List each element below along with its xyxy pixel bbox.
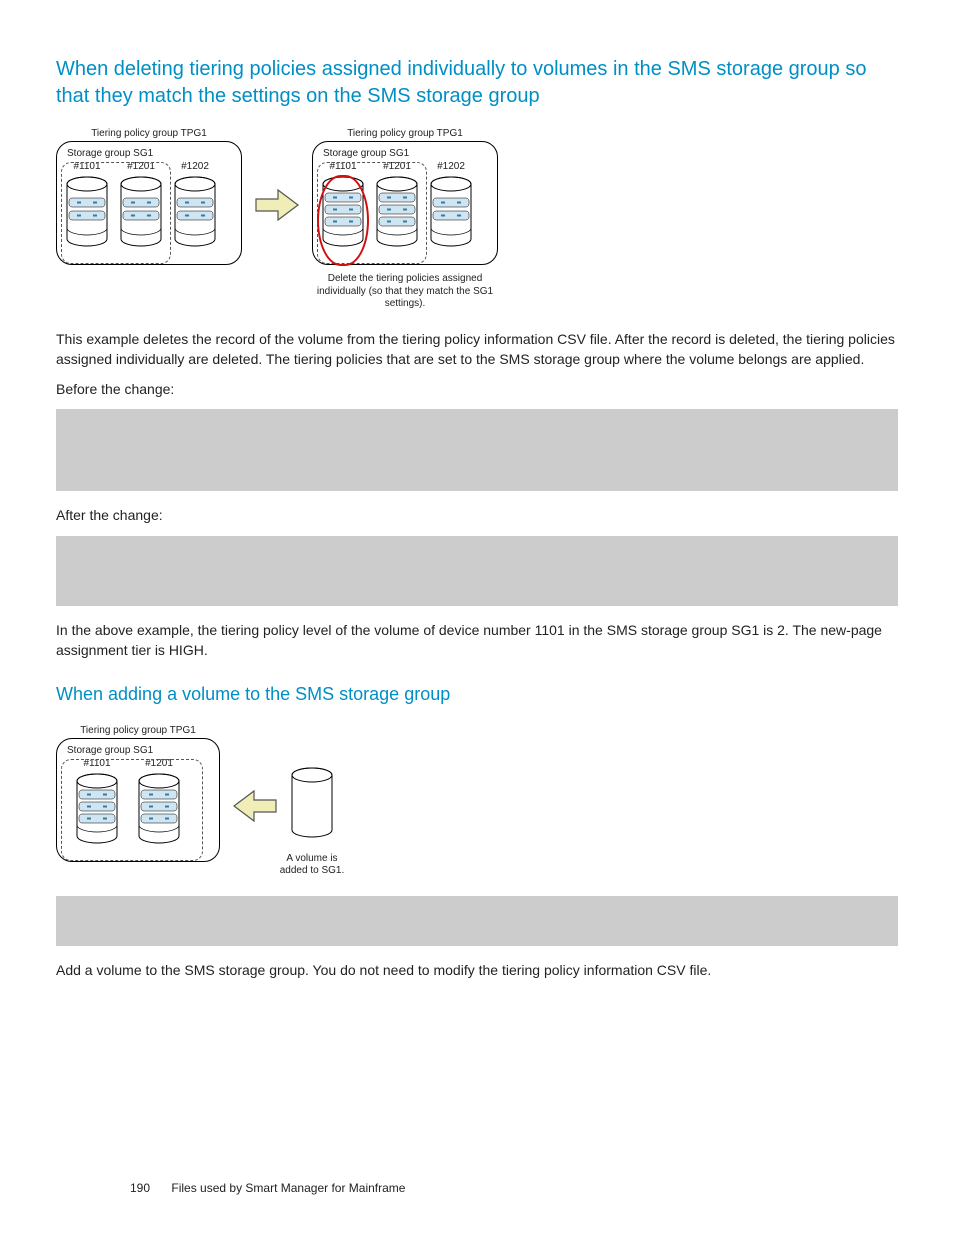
heading-delete-policies: When deleting tiering policies assigned … (56, 56, 898, 110)
volume: #1101 (65, 162, 109, 254)
cylinder-icon (429, 176, 473, 254)
volume-row: #1101 #1201 (65, 162, 233, 254)
cylinder-icon (65, 176, 109, 254)
figure-caption: Delete the tiering policies assigned ind… (313, 273, 497, 311)
code-placeholder-box (56, 409, 898, 491)
figure-add-volume: Tiering policy group TPG1 Storage group … (56, 725, 898, 878)
volume-number: #1101 (73, 162, 100, 172)
volume-number: #1101 (329, 162, 356, 172)
volume-number: #1202 (181, 162, 209, 172)
tpg-frame: Storage group SG1 #1101 (56, 141, 242, 265)
code-placeholder-box (56, 536, 898, 606)
tpg-label: Tiering policy group TPG1 (312, 128, 498, 139)
code-placeholder-box (56, 896, 898, 946)
paragraph: This example deletes the record of the v… (56, 329, 898, 370)
before-change-label: Before the change: (56, 379, 898, 399)
cylinder-icon (75, 773, 119, 851)
figure2-new-volume: A volume is added to SG1. (290, 767, 352, 878)
page-number: 190 (130, 1181, 150, 1195)
sg-label: Storage group SG1 (323, 148, 489, 159)
paragraph: Add a volume to the SMS storage group. Y… (56, 960, 898, 980)
after-change-label: After the change: (56, 505, 898, 525)
footer-section-title: Files used by Smart Manager for Mainfram… (171, 1181, 405, 1195)
volume: #1201 (137, 759, 181, 851)
volume: #1201 (119, 162, 163, 254)
tpg-label: Tiering policy group TPG1 (56, 725, 220, 736)
volume: #1202 (173, 162, 217, 254)
volume: #1101 (321, 162, 365, 254)
arrow-left-icon (232, 783, 278, 829)
cylinder-icon (119, 176, 163, 254)
figure-delete-policies: Tiering policy group TPG1 Storage group … (56, 128, 898, 311)
volume-row: #1101 (65, 759, 211, 851)
figure2-panel: Tiering policy group TPG1 Storage group … (56, 725, 220, 862)
heading-add-volume: When adding a volume to the SMS storage … (56, 682, 898, 706)
volume: #1201 (375, 162, 419, 254)
tpg-frame: Storage group SG1 #1101 (312, 141, 498, 265)
volume-number: #1101 (83, 759, 110, 769)
tpg-label: Tiering policy group TPG1 (56, 128, 242, 139)
volume-number: #1201 (145, 759, 173, 769)
sg-label: Storage group SG1 (67, 745, 211, 756)
sg-label: Storage group SG1 (67, 148, 233, 159)
page: When deleting tiering policies assigned … (0, 0, 954, 1235)
figure1-left-panel: Tiering policy group TPG1 Storage group … (56, 128, 242, 265)
paragraph: In the above example, the tiering policy… (56, 620, 898, 661)
cylinder-icon (290, 767, 334, 845)
volume: #1202 (429, 162, 473, 254)
tpg-frame: Storage group SG1 #1101 (56, 738, 220, 862)
cylinder-icon (321, 176, 365, 254)
page-footer: 190 Files used by Smart Manager for Main… (130, 1181, 405, 1195)
volume-number: #1202 (437, 162, 465, 172)
figure-caption: A volume is added to SG1. (272, 853, 352, 878)
volume-number: #1201 (127, 162, 155, 172)
volume-row: #1101 (321, 162, 489, 254)
cylinder-icon (173, 176, 217, 254)
volume: #1101 (75, 759, 119, 851)
arrow-right-icon (254, 182, 300, 228)
volume-number: #1201 (383, 162, 411, 172)
figure1-right-panel: Tiering policy group TPG1 Storage group … (312, 128, 498, 311)
cylinder-icon (137, 773, 181, 851)
cylinder-icon (375, 176, 419, 254)
